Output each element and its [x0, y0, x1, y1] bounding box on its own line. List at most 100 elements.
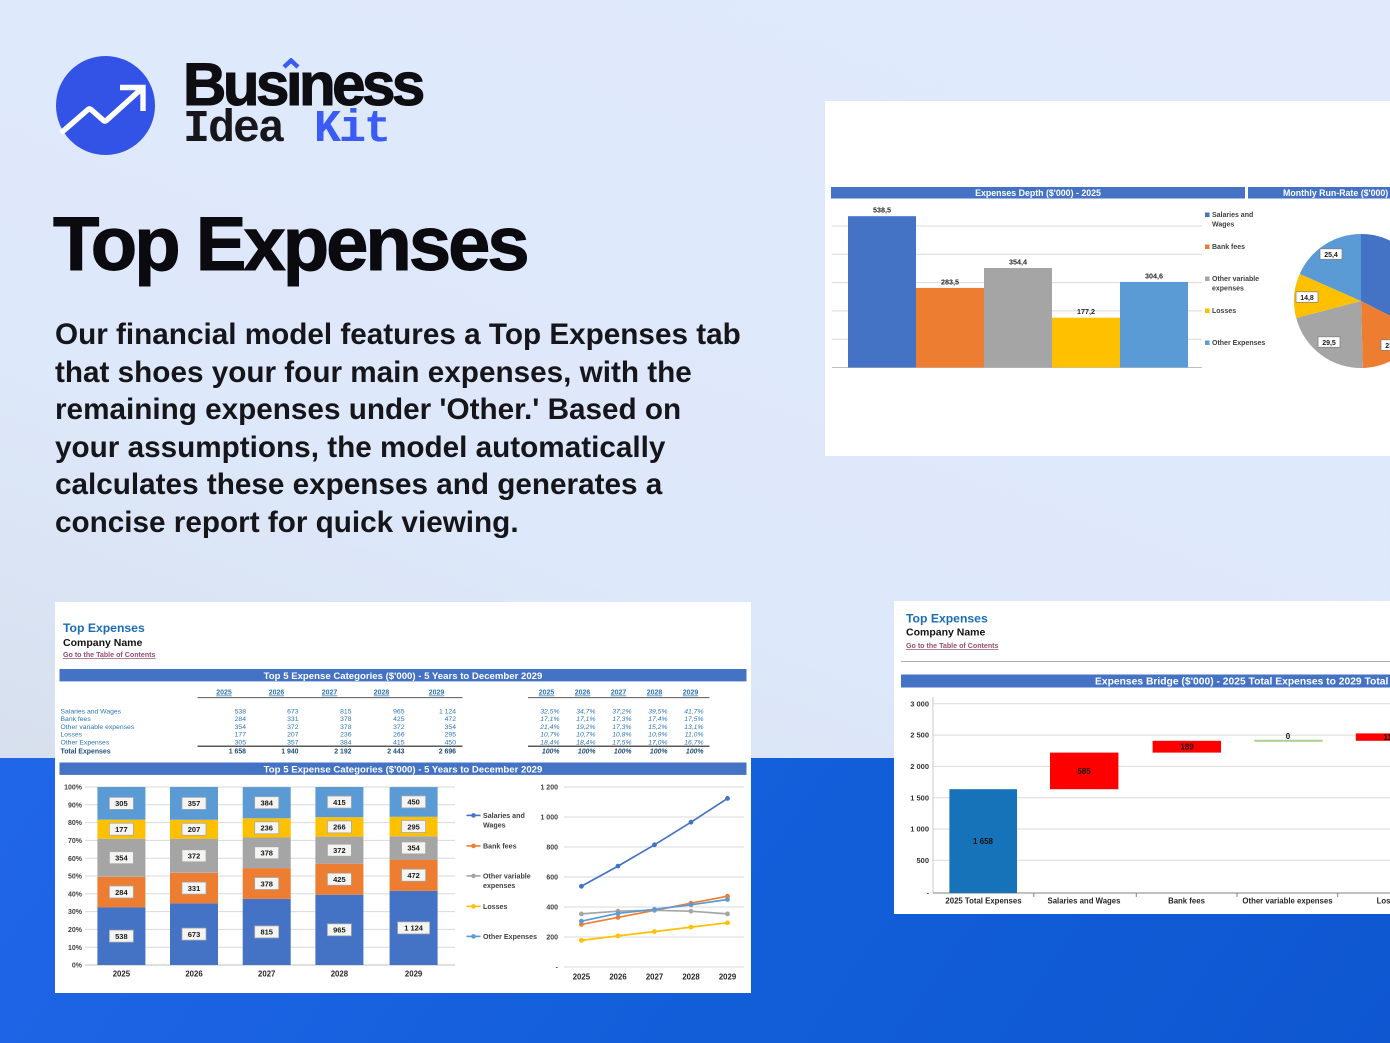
svg-text:2028: 2028: [647, 690, 663, 697]
svg-text:Top 5 Expense Categories ($'00: Top 5 Expense Categories ($'000) - 5 Yea…: [264, 764, 543, 775]
svg-text:23,6: 23,6: [1385, 343, 1390, 350]
svg-text:266: 266: [333, 823, 346, 832]
svg-text:Other Expenses: Other Expenses: [483, 933, 537, 941]
svg-text:2029: 2029: [719, 973, 737, 982]
svg-text:1 124: 1 124: [439, 709, 456, 716]
svg-text:1 658: 1 658: [229, 749, 246, 756]
svg-text:372: 372: [287, 724, 299, 731]
svg-text:378: 378: [260, 849, 273, 858]
svg-text:Salaries and: Salaries and: [483, 812, 525, 820]
svg-text:Expenses Bridge ($'000) - 2025: Expenses Bridge ($'000) - 2025 Total Exp…: [1095, 677, 1390, 688]
svg-text:100%: 100%: [686, 749, 704, 756]
svg-text:15,2%: 15,2%: [648, 724, 667, 731]
svg-text:2 443: 2 443: [387, 749, 404, 756]
svg-text:2026: 2026: [609, 973, 627, 982]
svg-text:266: 266: [393, 732, 405, 739]
svg-text:100%: 100%: [650, 749, 668, 756]
svg-text:14,8: 14,8: [1300, 295, 1314, 302]
svg-text:2027: 2027: [258, 970, 275, 979]
svg-text:1 658: 1 658: [973, 837, 994, 846]
svg-text:2026: 2026: [269, 690, 285, 697]
svg-text:17,5%: 17,5%: [612, 739, 631, 746]
svg-text:70%: 70%: [68, 838, 83, 845]
svg-text:425: 425: [333, 875, 346, 884]
svg-text:585: 585: [1077, 767, 1091, 776]
svg-text:538: 538: [235, 709, 247, 716]
svg-text:0: 0: [1286, 732, 1291, 741]
svg-text:Expenses Depth ($'000) - 2025: Expenses Depth ($'000) - 2025: [975, 188, 1101, 198]
svg-text:18,4%: 18,4%: [540, 739, 559, 746]
svg-text:372: 372: [333, 846, 346, 855]
svg-text:Losses: Losses: [483, 903, 508, 911]
svg-text:673: 673: [188, 930, 201, 939]
svg-text:Company Name: Company Name: [906, 627, 986, 639]
svg-text:Other variable expenses: Other variable expenses: [61, 724, 135, 731]
svg-text:1 200: 1 200: [540, 785, 558, 792]
svg-text:17,1%: 17,1%: [540, 716, 559, 723]
svg-text:Top Expenses: Top Expenses: [906, 612, 988, 626]
svg-text:189: 189: [1180, 743, 1194, 752]
svg-text:965: 965: [393, 709, 405, 716]
svg-text:118: 118: [1384, 733, 1390, 742]
svg-text:60%: 60%: [68, 856, 83, 863]
svg-text:100%: 100%: [614, 749, 632, 756]
svg-text:Losses: Losses: [1377, 897, 1390, 906]
svg-text:354: 354: [407, 844, 420, 853]
svg-text:100%: 100%: [64, 785, 83, 792]
svg-text:372: 372: [393, 724, 405, 731]
svg-text:372: 372: [188, 852, 201, 861]
svg-text:2029: 2029: [429, 690, 445, 697]
svg-text:2027: 2027: [611, 690, 627, 697]
svg-text:Other Expenses: Other Expenses: [1212, 340, 1265, 347]
svg-text:200: 200: [546, 935, 558, 942]
svg-text:1 940: 1 940: [281, 749, 298, 756]
svg-text:90%: 90%: [68, 802, 83, 809]
svg-text:2027: 2027: [322, 690, 338, 697]
svg-text:384: 384: [340, 739, 352, 746]
svg-text:37,2%: 37,2%: [612, 709, 631, 716]
svg-text:17,4%: 17,4%: [648, 716, 667, 723]
svg-text:354: 354: [115, 854, 128, 863]
svg-text:415: 415: [333, 798, 346, 807]
svg-text:10,9%: 10,9%: [648, 732, 667, 739]
svg-text:80%: 80%: [68, 820, 83, 827]
svg-text:500: 500: [916, 856, 929, 865]
svg-text:331: 331: [287, 716, 299, 723]
svg-text:18,4%: 18,4%: [576, 739, 595, 746]
svg-text:236: 236: [340, 732, 352, 739]
svg-text:17,3%: 17,3%: [612, 716, 631, 723]
svg-text:800: 800: [546, 845, 558, 852]
svg-text:Wages: Wages: [483, 822, 506, 830]
svg-text:425: 425: [393, 716, 405, 723]
svg-text:17,0%: 17,0%: [648, 739, 667, 746]
svg-text:304,6: 304,6: [1145, 271, 1163, 280]
svg-text:378: 378: [340, 724, 352, 731]
svg-text:Total Expenses: Total Expenses: [61, 749, 111, 756]
svg-text:Go to the Table of Contents: Go to the Table of Contents: [63, 651, 156, 659]
svg-text:450: 450: [445, 739, 457, 746]
svg-text:Company Name: Company Name: [63, 637, 143, 649]
svg-text:177: 177: [115, 825, 128, 834]
svg-text:21,4%: 21,4%: [539, 724, 559, 731]
svg-text:Bank fees: Bank fees: [1212, 244, 1245, 251]
svg-text:815: 815: [260, 928, 273, 937]
svg-text:2025 Total Expenses: 2025 Total Expenses: [945, 897, 1022, 906]
svg-text:Other Expenses: Other Expenses: [61, 739, 110, 746]
svg-text:1 000: 1 000: [540, 815, 558, 822]
svg-text:10,7%: 10,7%: [540, 732, 559, 739]
svg-text:100%: 100%: [542, 749, 560, 756]
svg-text:283,5: 283,5: [941, 277, 959, 286]
svg-text:100%: 100%: [578, 749, 596, 756]
svg-text:2029: 2029: [405, 970, 423, 979]
svg-text:10,7%: 10,7%: [576, 732, 595, 739]
svg-text:2025: 2025: [539, 690, 555, 697]
svg-text:2027: 2027: [646, 973, 663, 982]
svg-text:400: 400: [546, 905, 558, 912]
svg-text:2028: 2028: [331, 970, 349, 979]
svg-text:13,1%: 13,1%: [684, 724, 703, 731]
svg-text:357: 357: [188, 799, 201, 808]
svg-text:41,7%: 41,7%: [684, 709, 703, 716]
svg-text:expenses: expenses: [1212, 286, 1244, 293]
svg-text:2 192: 2 192: [334, 749, 351, 756]
svg-text:1 000: 1 000: [910, 825, 929, 834]
